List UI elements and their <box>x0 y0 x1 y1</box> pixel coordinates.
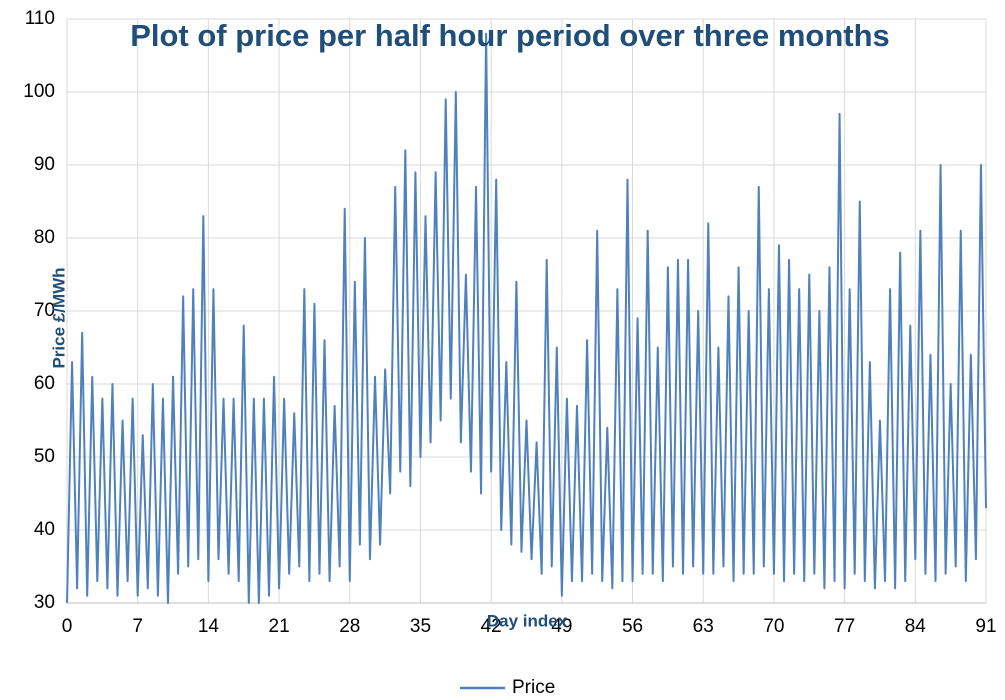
y-tick-label: 60 <box>34 373 55 394</box>
y-tick-label: 90 <box>34 154 55 175</box>
y-tick-label: 80 <box>34 227 55 248</box>
chart-title: Plot of price per half hour period over … <box>130 18 890 53</box>
y-tick-label: 110 <box>25 8 55 29</box>
y-tick-label: 70 <box>34 300 55 321</box>
x-tick-label: 77 <box>834 616 855 637</box>
y-tick-label: 100 <box>23 81 55 102</box>
legend-label: Price <box>512 677 555 698</box>
x-tick-label: 28 <box>339 616 360 637</box>
x-tick-label: 35 <box>410 616 431 637</box>
x-tick-label: 49 <box>551 616 572 637</box>
price-line <box>66 32 987 604</box>
x-axis-label: Day index <box>487 611 568 630</box>
x-tick-label: 91 <box>975 616 996 637</box>
x-tick-label: 0 <box>62 616 73 637</box>
y-tick-label: 50 <box>34 446 55 467</box>
x-tick-label: 21 <box>269 616 290 637</box>
x-tick-label: 84 <box>905 616 927 637</box>
x-tick-label: 42 <box>481 616 502 637</box>
x-tick-label: 63 <box>693 616 714 637</box>
y-axis-label: Price £/MWh <box>49 267 68 368</box>
y-tick-label: 30 <box>34 592 55 613</box>
plot: 30 40 50 60 70 80 90 100 110 0 7 14 21 28 35 42 49 56 63 70… <box>23 8 996 698</box>
x-tick-label: 70 <box>763 616 784 637</box>
x-tick-label: 56 <box>622 616 643 637</box>
x-tick-label: 7 <box>132 616 143 637</box>
y-tick-label: 40 <box>34 519 55 540</box>
x-tick-label: 14 <box>198 616 220 637</box>
